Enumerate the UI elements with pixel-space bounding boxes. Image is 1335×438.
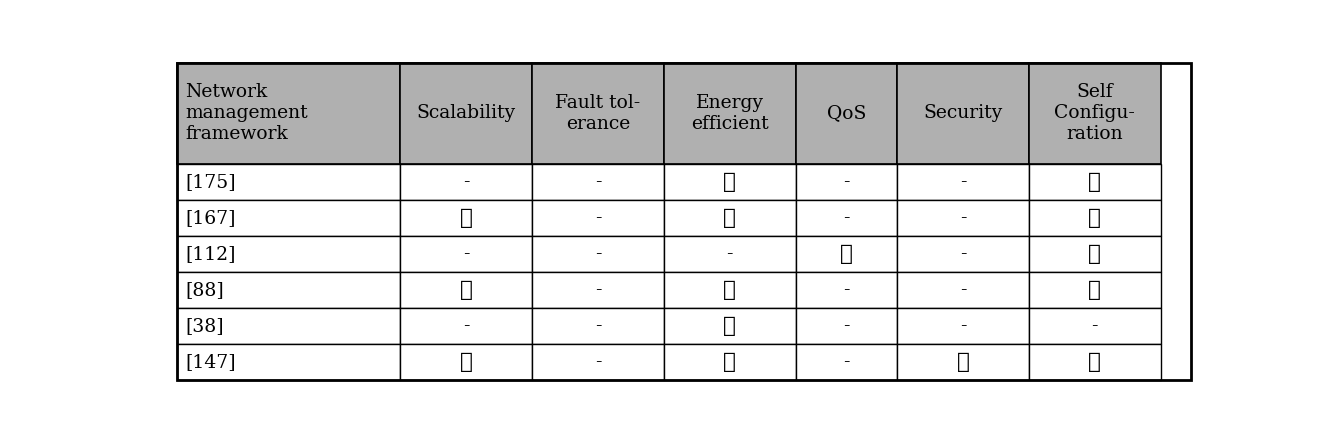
- Text: ✓: ✓: [724, 279, 736, 301]
- Text: -: -: [595, 173, 601, 191]
- Bar: [796, 200, 897, 236]
- Bar: [663, 63, 796, 164]
- Bar: [1029, 344, 1160, 380]
- Text: -: -: [595, 209, 601, 227]
- Bar: [400, 236, 533, 272]
- Bar: [533, 164, 663, 200]
- Text: [38]: [38]: [186, 317, 224, 335]
- Text: Security: Security: [924, 104, 1003, 122]
- Bar: [796, 272, 897, 308]
- Bar: [796, 308, 897, 344]
- Bar: [663, 200, 796, 236]
- Bar: [1029, 308, 1160, 344]
- Bar: [663, 272, 796, 308]
- Text: ✓: ✓: [459, 351, 473, 373]
- Text: -: -: [1092, 317, 1099, 335]
- Bar: [533, 344, 663, 380]
- Text: QoS: QoS: [826, 104, 866, 122]
- Bar: [178, 272, 400, 308]
- Text: Self
Configu-
ration: Self Configu- ration: [1055, 84, 1135, 143]
- Bar: [178, 236, 400, 272]
- Text: -: -: [844, 317, 849, 335]
- Text: ✓: ✓: [459, 279, 473, 301]
- Text: ✓: ✓: [724, 315, 736, 337]
- Bar: [897, 63, 1029, 164]
- Bar: [178, 63, 400, 164]
- Text: [167]: [167]: [186, 209, 236, 227]
- Bar: [533, 63, 663, 164]
- Text: -: -: [463, 245, 470, 263]
- Text: ✓: ✓: [840, 243, 853, 265]
- Bar: [533, 236, 663, 272]
- Bar: [897, 308, 1029, 344]
- Text: -: -: [844, 209, 849, 227]
- Bar: [178, 164, 400, 200]
- Bar: [533, 308, 663, 344]
- Bar: [400, 164, 533, 200]
- Text: -: -: [595, 317, 601, 335]
- Text: -: -: [960, 281, 967, 299]
- Bar: [1029, 236, 1160, 272]
- Bar: [796, 236, 897, 272]
- Text: Network
management
framework: Network management framework: [186, 84, 308, 143]
- Text: ✓: ✓: [957, 351, 969, 373]
- Text: [175]: [175]: [186, 173, 236, 191]
- Bar: [1029, 164, 1160, 200]
- Bar: [897, 344, 1029, 380]
- Text: Scalability: Scalability: [417, 104, 515, 122]
- Bar: [1029, 272, 1160, 308]
- Text: -: -: [463, 317, 470, 335]
- Text: -: -: [844, 281, 849, 299]
- Text: ✓: ✓: [724, 207, 736, 229]
- Text: -: -: [726, 245, 733, 263]
- Bar: [400, 344, 533, 380]
- Text: -: -: [595, 245, 601, 263]
- Text: -: -: [463, 173, 470, 191]
- Bar: [796, 344, 897, 380]
- Bar: [663, 236, 796, 272]
- Text: Energy
efficient: Energy efficient: [692, 94, 769, 133]
- Text: -: -: [595, 281, 601, 299]
- Bar: [897, 200, 1029, 236]
- Text: [112]: [112]: [186, 245, 236, 263]
- Text: ✓: ✓: [1088, 279, 1101, 301]
- Bar: [533, 200, 663, 236]
- Text: -: -: [595, 353, 601, 371]
- Text: ✓: ✓: [459, 207, 473, 229]
- Bar: [897, 164, 1029, 200]
- Bar: [796, 63, 897, 164]
- Text: -: -: [960, 209, 967, 227]
- Bar: [400, 200, 533, 236]
- Bar: [178, 308, 400, 344]
- Text: ✓: ✓: [724, 171, 736, 193]
- Text: -: -: [844, 353, 849, 371]
- Bar: [897, 236, 1029, 272]
- Bar: [400, 272, 533, 308]
- Bar: [663, 344, 796, 380]
- Text: ✓: ✓: [1088, 171, 1101, 193]
- Text: ✓: ✓: [1088, 207, 1101, 229]
- Bar: [663, 308, 796, 344]
- Text: ✓: ✓: [1088, 243, 1101, 265]
- Bar: [400, 63, 533, 164]
- Bar: [796, 164, 897, 200]
- Text: [147]: [147]: [186, 353, 236, 371]
- Text: Fault tol-
erance: Fault tol- erance: [555, 94, 641, 133]
- Text: -: -: [844, 173, 849, 191]
- Bar: [400, 308, 533, 344]
- Bar: [178, 344, 400, 380]
- Text: -: -: [960, 173, 967, 191]
- Text: [88]: [88]: [186, 281, 224, 299]
- Text: ✓: ✓: [724, 351, 736, 373]
- Bar: [897, 272, 1029, 308]
- Bar: [178, 200, 400, 236]
- Bar: [1029, 200, 1160, 236]
- Text: -: -: [960, 317, 967, 335]
- Bar: [533, 272, 663, 308]
- Text: -: -: [960, 245, 967, 263]
- Text: ✓: ✓: [1088, 351, 1101, 373]
- Bar: [663, 164, 796, 200]
- Bar: [1029, 63, 1160, 164]
